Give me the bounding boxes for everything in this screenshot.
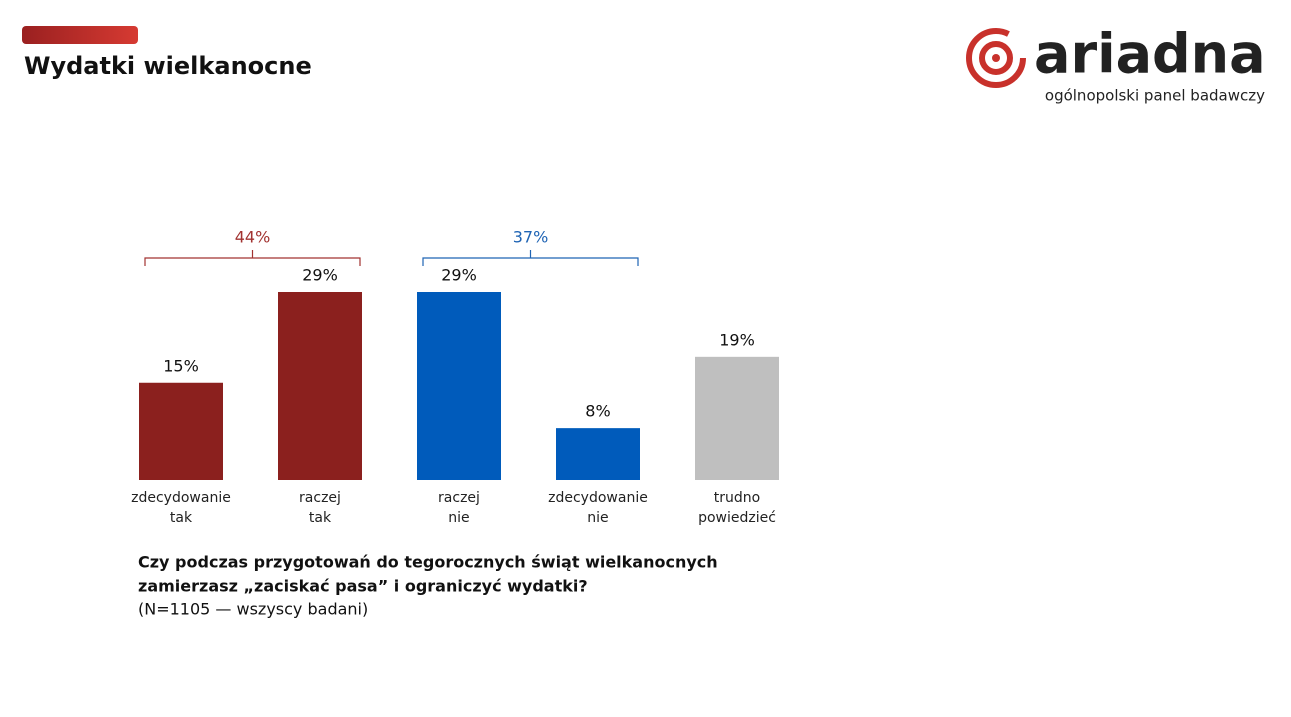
question-line: zamierzasz „zaciskać pasa” i ograniczyć … <box>138 577 588 596</box>
bar <box>139 382 223 480</box>
category-label: nie <box>448 510 469 526</box>
group-bracket <box>144 250 361 266</box>
logo-text: ariadna <box>1034 23 1266 86</box>
category-label: nie <box>587 510 608 526</box>
bar <box>417 292 501 480</box>
logo-mark <box>966 28 1026 88</box>
bar <box>695 356 779 480</box>
value-label: 19% <box>719 330 755 349</box>
value-label: 8% <box>585 402 610 421</box>
group-label: 37% <box>513 228 549 247</box>
category-label: raczej <box>299 490 341 506</box>
category-label: powiedzieć <box>698 510 776 526</box>
slide-title: Wydatki wielkanocne <box>24 52 312 80</box>
bar <box>278 292 362 480</box>
group-bracket <box>422 250 639 266</box>
category-label: raczej <box>438 490 480 506</box>
category-label: zdecydowanie <box>131 490 231 506</box>
category-label: zdecydowanie <box>548 490 648 506</box>
value-label: 29% <box>302 266 338 285</box>
logo-tagline: ogólnopolski panel badawczy <box>1045 87 1265 105</box>
category-label: trudno <box>714 490 760 506</box>
title-accent <box>22 26 138 44</box>
value-label: 15% <box>163 356 199 375</box>
category-label: tak <box>170 510 193 526</box>
value-label: 29% <box>441 266 477 285</box>
bar <box>556 428 640 480</box>
category-label: tak <box>309 510 332 526</box>
group-label: 44% <box>235 228 271 247</box>
question-line: Czy podczas przygotowań do tegorocznych … <box>138 553 718 572</box>
sample-note: (N=1105 — wszyscy badani) <box>138 600 368 619</box>
